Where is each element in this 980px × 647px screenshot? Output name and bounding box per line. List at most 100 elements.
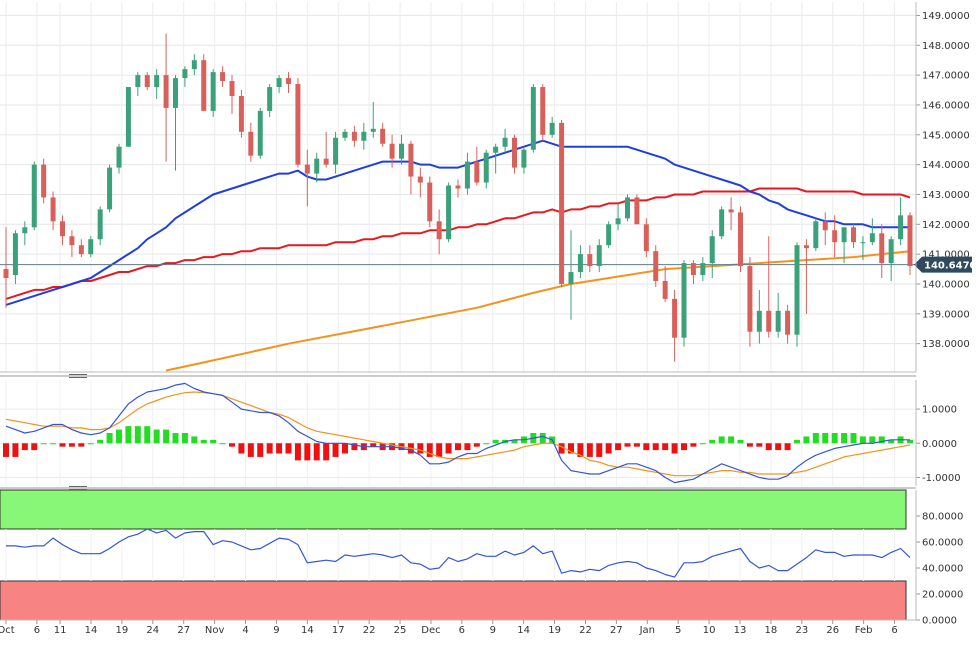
candle-body xyxy=(351,131,357,141)
macd-histogram-bar xyxy=(323,443,330,461)
macd-histogram-bar xyxy=(144,426,151,444)
x-tick-label: 26 xyxy=(826,625,839,636)
candle-body xyxy=(596,245,602,267)
macd-histogram-bar xyxy=(746,443,753,447)
price-tick-label: 149.0000 xyxy=(922,11,970,22)
candle-body xyxy=(191,60,197,70)
candle xyxy=(851,224,856,249)
candle xyxy=(483,149,489,189)
candle-body xyxy=(587,254,593,267)
macd-histogram-bar xyxy=(210,439,217,444)
macd-histogram-bar xyxy=(841,433,848,444)
candle-body xyxy=(163,75,169,108)
candle xyxy=(3,227,9,308)
macd-histogram-bar xyxy=(681,443,687,451)
candle-body xyxy=(549,122,555,135)
candle xyxy=(625,194,630,222)
macd-histogram-bar xyxy=(596,443,603,457)
candle xyxy=(756,289,762,344)
candle-body xyxy=(314,158,320,174)
candle xyxy=(248,122,254,162)
macd-histogram-bar xyxy=(59,443,66,447)
x-tick-label: 13 xyxy=(734,625,747,636)
candle xyxy=(389,134,395,168)
candle xyxy=(436,209,442,255)
candle-body xyxy=(785,310,791,335)
macd-histogram-bar xyxy=(690,443,697,447)
x-tick-label: Nov xyxy=(205,625,225,636)
macd-signal-line xyxy=(5,391,911,477)
candle-body xyxy=(389,143,395,159)
x-tick-label: Oct xyxy=(0,625,15,636)
candle xyxy=(643,218,649,258)
candle-body xyxy=(455,185,461,189)
macd-histogram-bar xyxy=(332,443,339,457)
candle-body xyxy=(521,149,527,168)
candle xyxy=(286,72,291,94)
macd-histogram-bar xyxy=(671,443,678,454)
candle-body xyxy=(738,212,743,267)
x-tick-label: 6 xyxy=(891,625,897,636)
candle xyxy=(559,119,565,287)
macd-histogram-bar xyxy=(276,443,283,454)
panel-dividers[interactable] xyxy=(0,374,916,490)
candle-body xyxy=(276,78,282,88)
candle xyxy=(587,245,593,273)
candle-body xyxy=(69,236,75,246)
current-price-tag-bg xyxy=(914,256,972,273)
macd-histogram-bar xyxy=(313,443,320,461)
macd-histogram-bar xyxy=(238,443,245,454)
candle-body xyxy=(436,221,442,240)
candle-body xyxy=(446,185,452,240)
panel-resize-handle[interactable] xyxy=(0,374,916,378)
candle xyxy=(474,146,480,186)
candle-body xyxy=(502,137,508,147)
candle xyxy=(333,131,339,174)
candle xyxy=(455,179,461,198)
macd-histogram-bar xyxy=(765,443,772,451)
candle xyxy=(107,164,113,213)
candle xyxy=(822,212,828,246)
candle xyxy=(163,33,169,162)
candle xyxy=(512,134,517,174)
macd-histogram-bar xyxy=(68,443,75,447)
macd-histogram-bar xyxy=(492,439,499,444)
macd-histogram-bar xyxy=(163,429,170,444)
candle-body xyxy=(577,254,583,273)
macd-histogram-bar xyxy=(219,443,226,445)
candle-body xyxy=(125,87,131,147)
macd-histogram-bar xyxy=(605,443,612,454)
macd-histogram-bar xyxy=(87,443,94,445)
candle xyxy=(380,122,386,147)
candle xyxy=(173,75,178,171)
candle xyxy=(342,128,348,141)
candle xyxy=(361,122,367,150)
candle xyxy=(681,260,687,347)
candle-body xyxy=(700,263,706,276)
candle-body xyxy=(88,239,94,255)
macd-histogram-bar xyxy=(125,426,132,444)
candle xyxy=(662,266,668,302)
x-tick-label: 9 xyxy=(490,625,496,636)
macd-histogram-bar xyxy=(756,443,763,447)
ma-mid-line xyxy=(5,187,911,300)
panel-resize-handle[interactable] xyxy=(0,486,916,490)
ma-slow-line xyxy=(165,250,911,372)
candle-body xyxy=(822,221,828,231)
macd-histogram-bar xyxy=(351,443,358,451)
price-tick-label: 145.0000 xyxy=(922,130,970,141)
candle xyxy=(709,230,715,279)
x-tick-label: 19 xyxy=(116,625,129,636)
macd-histogram-bar xyxy=(106,433,113,444)
candle xyxy=(370,101,376,138)
candle-body xyxy=(841,227,847,243)
macd-histogram-bar xyxy=(511,439,518,444)
candle-body xyxy=(295,84,301,165)
macd-histogram-bar xyxy=(266,443,273,454)
candle xyxy=(841,227,847,264)
price-tick-label: 140.0000 xyxy=(922,279,970,290)
current-price-tag-label: 140.6470 xyxy=(924,261,977,272)
macd-histogram-bar xyxy=(662,443,669,451)
macd-histogram-bar xyxy=(624,443,631,447)
